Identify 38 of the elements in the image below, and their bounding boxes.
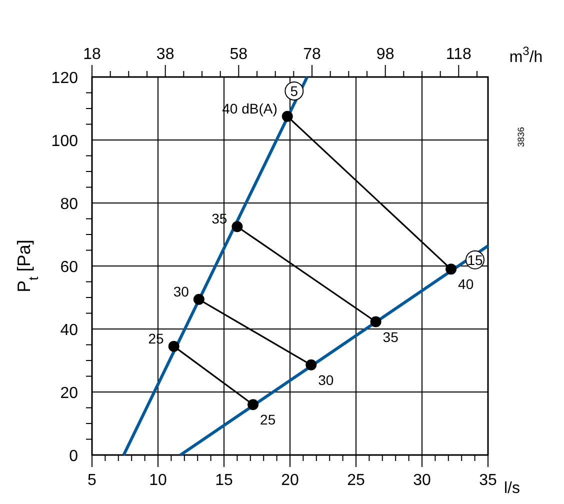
point bbox=[168, 340, 180, 352]
annotation: 30 bbox=[173, 283, 190, 300]
x2-tick-label: 58 bbox=[230, 46, 248, 63]
y-tick-label: 120 bbox=[51, 70, 78, 87]
y-tick-label: 20 bbox=[60, 385, 78, 402]
x2-tick-label: 78 bbox=[303, 46, 321, 63]
x2-axis-title: m$^{3}$/h bbox=[509, 44, 543, 66]
x-tick-label: 30 bbox=[413, 472, 431, 489]
annotation: 35 bbox=[382, 328, 399, 345]
x-tick-label: 25 bbox=[347, 472, 365, 489]
x2-tick-label: 98 bbox=[376, 46, 394, 63]
point bbox=[282, 110, 293, 122]
annotation: 25 bbox=[260, 412, 276, 428]
series-label: 5 bbox=[290, 83, 298, 99]
x2-tick-label: 18 bbox=[83, 46, 101, 63]
x2-tick-label: 38 bbox=[156, 46, 174, 63]
point bbox=[446, 264, 457, 275]
point bbox=[370, 316, 382, 328]
annotation: 40 bbox=[458, 276, 474, 292]
point bbox=[248, 399, 259, 410]
x2-tick-label: 118 bbox=[446, 46, 472, 63]
x-tick-label: 15 bbox=[215, 472, 233, 489]
x-tick-label: 35 bbox=[479, 472, 497, 489]
annotation: 30 bbox=[318, 372, 334, 388]
x-tick-label: 10 bbox=[149, 472, 167, 489]
x-tick-label: 5 bbox=[88, 472, 97, 489]
text: 3836 bbox=[516, 126, 526, 148]
y-tick-label: 80 bbox=[60, 196, 78, 213]
point bbox=[232, 221, 243, 232]
x-axis-title: l/s bbox=[504, 480, 520, 497]
y-tick-label: 100 bbox=[51, 133, 78, 150]
point bbox=[193, 294, 204, 305]
y-tick-label: 40 bbox=[60, 322, 78, 339]
y-tick-label: 60 bbox=[60, 259, 78, 276]
y-tick-label: 0 bbox=[69, 448, 78, 465]
point bbox=[306, 359, 317, 370]
x-tick-label: 20 bbox=[281, 472, 299, 489]
series-label: 15 bbox=[467, 252, 483, 268]
